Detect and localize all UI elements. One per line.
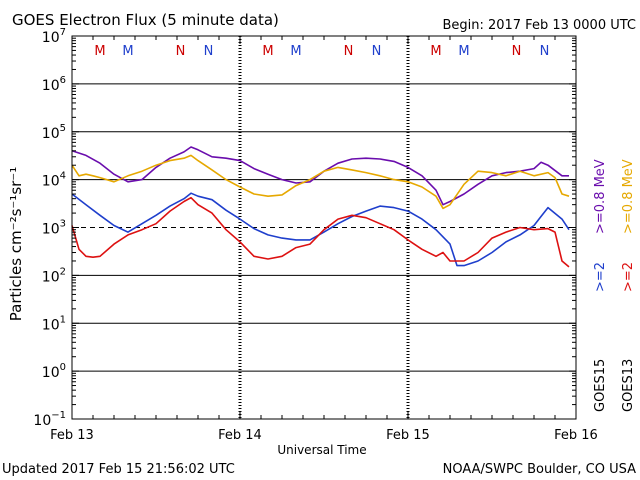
- x-tick-label: Feb 13: [50, 428, 94, 443]
- mn-marker: N: [176, 44, 186, 59]
- y-axis: 107 106 105 104 103 102 101 100 10−1: [33, 27, 576, 429]
- mn-marker: M: [122, 44, 133, 59]
- y-tick-label: 107: [42, 27, 66, 46]
- legend-goes13-ge08: >=0.8 MeV: [621, 159, 636, 234]
- mn-marker: M: [430, 44, 441, 59]
- y-tick-label: 106: [42, 75, 66, 94]
- series-goes15-2-mev: [71, 192, 570, 267]
- series-goes15-0-8-mev: [71, 146, 569, 206]
- series-goes13-2-mev: [71, 196, 570, 268]
- x-axis-label: Universal Time: [277, 443, 366, 457]
- legend-goes15: GOES15 >=2 >=0.8 MeV: [593, 159, 608, 412]
- data-series: [71, 146, 570, 268]
- mn-marker: N: [204, 44, 214, 59]
- begin-label: Begin: 2017 Feb 13 0000 UTC: [442, 18, 636, 33]
- series-goes13-0-8-mev: [71, 154, 570, 210]
- chart-title: GOES Electron Flux (5 minute data): [12, 11, 279, 29]
- mn-marker: N: [372, 44, 382, 59]
- y-axis-label: Particles cm⁻²s⁻¹sr⁻¹: [7, 167, 25, 321]
- y-tick-label: 103: [42, 219, 66, 238]
- y-tick-label: 102: [42, 266, 66, 285]
- mn-marker: N: [512, 44, 522, 59]
- credit-label: NOAA/SWPC Boulder, CO USA: [443, 462, 636, 477]
- y-tick-label: 104: [42, 171, 66, 190]
- mn-marker: N: [344, 44, 354, 59]
- x-tick-label: Feb 16: [554, 428, 598, 443]
- y-tick-label: 10−1: [33, 410, 66, 429]
- day-separators: [238, 36, 410, 419]
- x-tick-label: Feb 14: [218, 428, 262, 443]
- mn-marker: M: [94, 44, 105, 59]
- mn-marker: N: [540, 44, 550, 59]
- updated-timestamp: Updated 2017 Feb 15 21:56:02 UTC: [2, 462, 235, 477]
- mn-marker: M: [290, 44, 301, 59]
- legend-goes13-label: GOES13: [621, 359, 636, 412]
- y-tick-label: 101: [42, 314, 66, 333]
- x-tick-label: Feb 15: [386, 428, 430, 443]
- gridlines: [72, 83, 576, 372]
- y-tick-label: 100: [42, 362, 66, 381]
- legend-goes15-ge08: >=0.8 MeV: [593, 159, 608, 234]
- legend-goes15-label: GOES15: [593, 359, 608, 412]
- x-axis: Feb 13 Feb 14 Feb 15 Feb 16: [50, 36, 598, 443]
- mn-marker: M: [458, 44, 469, 59]
- mn-marker: M: [262, 44, 273, 59]
- legend-goes13-ge2: >=2: [621, 262, 636, 292]
- legend-goes13: GOES13 >=2 >=0.8 MeV: [621, 159, 636, 412]
- y-tick-label: 105: [42, 123, 66, 142]
- legend-goes15-ge2: >=2: [593, 262, 608, 292]
